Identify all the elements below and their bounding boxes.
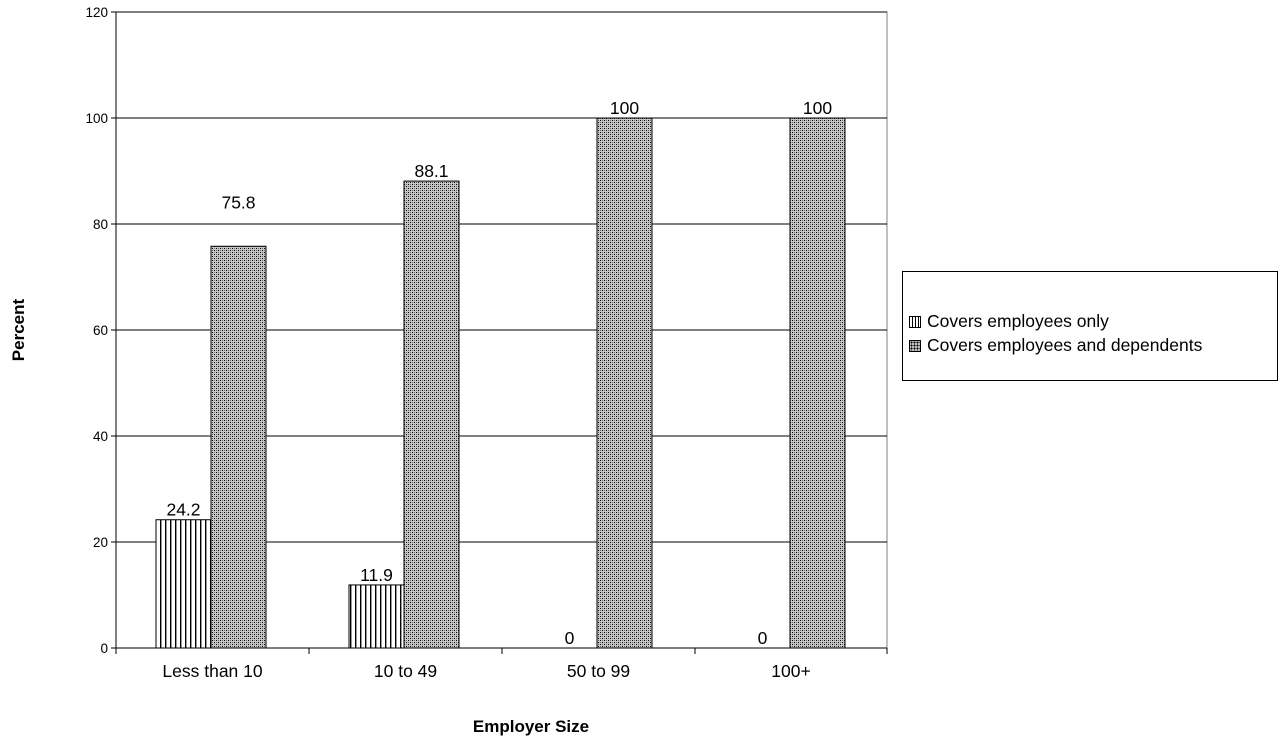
y-tick-label: 80 [93, 217, 108, 232]
legend-item-employees-only: Covers employees only [909, 311, 1109, 332]
data-label: 0 [758, 628, 768, 648]
bar-employees-only [348, 584, 405, 649]
data-label: 0 [565, 628, 575, 648]
bar-employees-and-dependents [403, 180, 460, 649]
data-labels: 24.2 75.8 11.9 88.1 0 100 0 100 [166, 98, 832, 648]
x-axis-title: Employer Size [473, 717, 589, 736]
bars [155, 117, 846, 649]
y-tick-label: 60 [93, 323, 108, 338]
y-axis-title: Percent [9, 298, 28, 361]
data-label: 24.2 [166, 500, 200, 520]
bar-employees-only [155, 519, 212, 649]
legend-item-employees-and-dependents: Covers employees and dependents [909, 335, 1202, 356]
legend-label: Covers employees only [927, 311, 1109, 331]
data-label: 11.9 [360, 565, 393, 585]
y-tick-label: 120 [85, 5, 108, 20]
x-tick-label: 10 to 49 [374, 661, 437, 681]
data-label: 75.8 [221, 192, 255, 212]
x-tick-label: Less than 10 [162, 661, 262, 681]
x-tick-label: 50 to 99 [567, 661, 630, 681]
y-tick-label: 40 [93, 429, 108, 444]
y-tick-label: 0 [100, 641, 108, 656]
x-tick-label: 100+ [771, 661, 810, 681]
legend-swatch-stripes-icon [909, 315, 921, 328]
data-label: 88.1 [414, 161, 448, 181]
legend: Covers employees only Covers employees a… [902, 271, 1278, 381]
axes: 0 20 40 60 80 100 120 Less than 10 10 to 49 50 to… [85, 5, 888, 681]
y-tick-label: 100 [85, 111, 108, 126]
data-label: 100 [610, 98, 639, 118]
legend-label: Covers employees and dependents [927, 335, 1203, 355]
y-tick-label: 20 [93, 535, 108, 550]
data-label: 100 [803, 98, 832, 118]
legend-swatch-checker-icon [909, 339, 921, 352]
bar-employees-and-dependents [210, 245, 267, 649]
bar-employees-and-dependents [596, 117, 653, 649]
bar-employees-and-dependents [789, 117, 846, 649]
